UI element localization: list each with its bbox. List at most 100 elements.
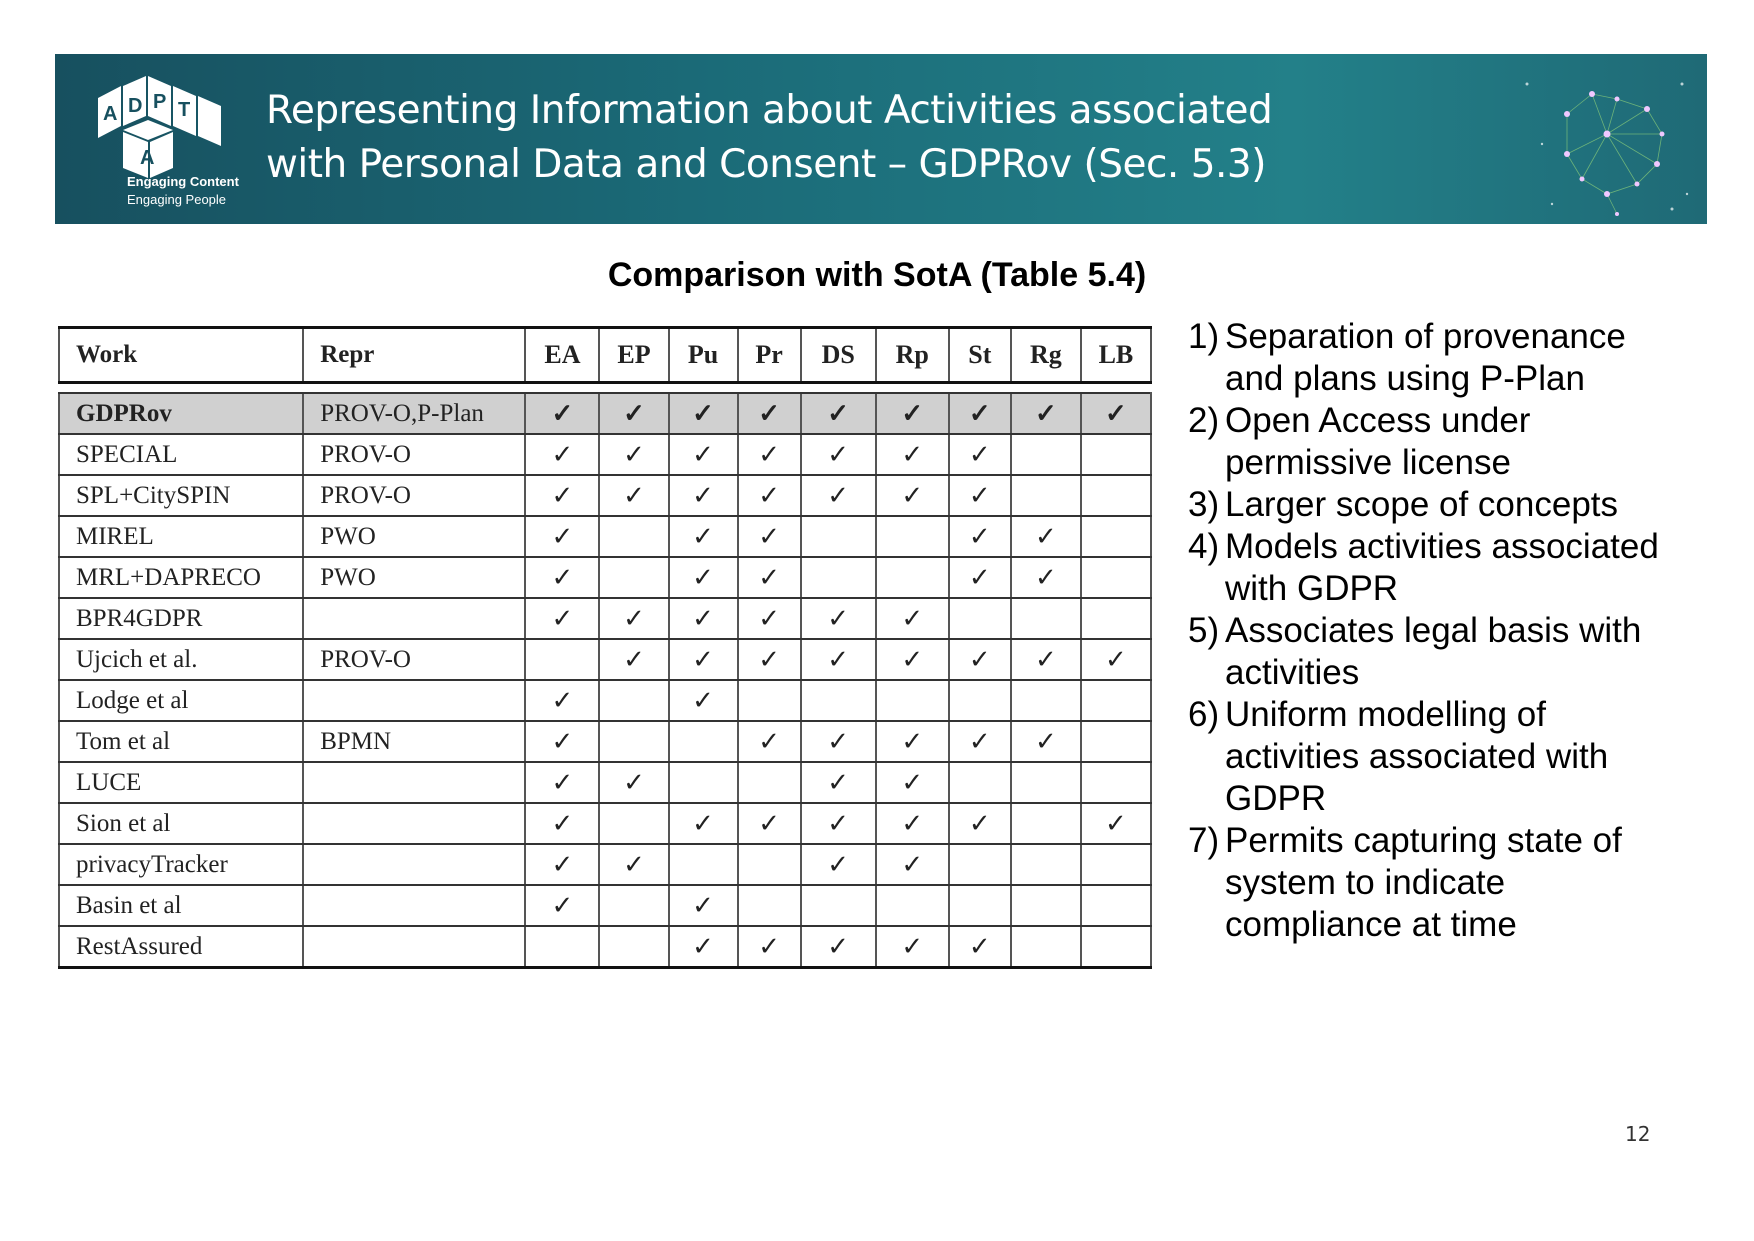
- feature-item: 5) Associates legal basis with activities: [1188, 610, 1708, 694]
- logo-letter: A: [140, 147, 154, 169]
- table-row: LUCE ✓ ✓ ✓ ✓: [57, 762, 1153, 804]
- table-row: Ujcich et al. PROV-O ✓ ✓ ✓ ✓ ✓ ✓ ✓ ✓: [57, 639, 1153, 681]
- empty-cell: [947, 598, 1011, 640]
- repr-cell: [302, 926, 526, 969]
- feature-item: 4) Models activities associated with GDPR: [1188, 526, 1708, 610]
- check-mark-cell: ✓: [736, 721, 801, 763]
- check-mark-cell: ✓: [736, 434, 801, 476]
- feature-text-line: Open Access under: [1225, 401, 1531, 440]
- empty-cell: [1079, 926, 1153, 969]
- empty-cell: [736, 885, 801, 927]
- feature-text-line: Larger scope of concepts: [1225, 485, 1619, 524]
- empty-cell: [874, 516, 949, 558]
- check-mark-cell: ✓: [667, 516, 738, 558]
- feature-item: 7) Permits capturing state of system to in…: [1188, 820, 1708, 946]
- empty-cell: [1079, 721, 1153, 763]
- work-cell: Sion et al: [57, 803, 304, 845]
- check-mark-cell: ✓: [947, 557, 1011, 599]
- empty-cell: [524, 926, 600, 969]
- empty-cell: [598, 885, 669, 927]
- page-number: 12: [1625, 1122, 1651, 1146]
- empty-cell: [947, 680, 1011, 722]
- check-mark-cell: ✓: [874, 803, 949, 845]
- empty-cell: [667, 721, 738, 763]
- logo-tagline-1: Engaging Content: [127, 174, 239, 189]
- logo-letter: A: [103, 103, 117, 125]
- repr-cell: PROV-O: [302, 434, 526, 476]
- check-mark-cell: ✓: [667, 680, 738, 722]
- check-mark-cell: ✓: [1009, 639, 1081, 681]
- repr-cell: PWO: [302, 557, 526, 599]
- check-mark-cell: ✓: [947, 434, 1011, 476]
- empty-cell: [1009, 926, 1081, 969]
- feature-text: Uniform modelling of activities associate…: [1225, 694, 1708, 820]
- empty-cell: [598, 721, 669, 763]
- check-mark-cell: ✓: [524, 516, 600, 558]
- check-mark-cell: ✓: [736, 639, 801, 681]
- feature-number: 2): [1188, 401, 1220, 440]
- empty-cell: [947, 762, 1011, 804]
- table-row: GDPRov PROV-O,P-Plan ✓ ✓ ✓ ✓ ✓ ✓ ✓ ✓ ✓: [57, 392, 1153, 435]
- table-row: RestAssured ✓ ✓ ✓ ✓ ✓: [57, 926, 1153, 969]
- check-mark-cell: ✓: [799, 434, 876, 476]
- check-mark-cell: ✓: [524, 475, 600, 517]
- feature-number: 4): [1188, 527, 1220, 566]
- feature-text-line: permissive license: [1225, 443, 1511, 482]
- empty-cell: [1079, 557, 1153, 599]
- header-banner: A D P T A Engaging Content Engaging Peop…: [55, 54, 1707, 224]
- empty-cell: [1079, 885, 1153, 927]
- empty-cell: [598, 803, 669, 845]
- repr-cell: [302, 803, 526, 845]
- empty-cell: [799, 885, 876, 927]
- check-mark-cell: ✓: [1009, 516, 1081, 558]
- table-row: Sion et al ✓ ✓ ✓ ✓ ✓ ✓ ✓: [57, 803, 1153, 845]
- empty-cell: [799, 680, 876, 722]
- work-cell: RestAssured: [57, 926, 304, 969]
- check-mark-cell: ✓: [1009, 721, 1081, 763]
- empty-cell: [1009, 434, 1081, 476]
- check-mark-cell: ✓: [667, 557, 738, 599]
- check-mark-cell: ✓: [667, 434, 738, 476]
- feature-number: 5): [1188, 611, 1220, 650]
- table-row: Basin et al ✓ ✓: [57, 885, 1153, 927]
- check-mark-cell: ✓: [598, 434, 669, 476]
- table-row: SPECIAL PROV-O ✓ ✓ ✓ ✓ ✓ ✓ ✓: [57, 434, 1153, 476]
- check-mark-cell: ✓: [947, 639, 1011, 681]
- empty-cell: [1079, 844, 1153, 886]
- feature-item: 2) Open Access under permissive license: [1188, 400, 1708, 484]
- check-mark-cell: ✓: [947, 516, 1011, 558]
- feature-text-line: GDPR: [1225, 779, 1327, 818]
- slide-title-line-2: with Personal Data and Consent – GDPRov …: [266, 142, 1266, 187]
- check-mark-cell: ✓: [667, 885, 738, 927]
- column-header-rg: Rg: [1009, 326, 1081, 384]
- column-header-ep: EP: [598, 326, 669, 384]
- work-cell: BPR4GDPR: [57, 598, 304, 640]
- check-mark-cell: ✓: [736, 598, 801, 640]
- empty-cell: [736, 762, 801, 804]
- column-header-pr: Pr: [736, 326, 801, 384]
- empty-cell: [1079, 680, 1153, 722]
- empty-cell: [1009, 803, 1081, 845]
- empty-cell: [598, 680, 669, 722]
- check-mark-cell: ✓: [874, 926, 949, 969]
- check-mark-cell: ✓: [667, 598, 738, 640]
- check-mark-cell: ✓: [667, 926, 738, 969]
- table-row: SPL+CitySPIN PROV-O ✓ ✓ ✓ ✓ ✓ ✓ ✓: [57, 475, 1153, 517]
- check-mark-cell: ✓: [598, 392, 669, 435]
- feature-text: Open Access under permissive license: [1225, 400, 1708, 484]
- empty-cell: [1079, 516, 1153, 558]
- check-mark-cell: ✓: [598, 598, 669, 640]
- empty-cell: [1009, 680, 1081, 722]
- feature-text-line: Separation of provenance: [1225, 317, 1626, 356]
- repr-cell: [302, 844, 526, 886]
- repr-cell: PWO: [302, 516, 526, 558]
- column-header-ds: DS: [799, 326, 876, 384]
- work-cell: GDPRov: [57, 392, 304, 435]
- empty-cell: [598, 926, 669, 969]
- check-mark-cell: ✓: [799, 598, 876, 640]
- work-cell: Ujcich et al.: [57, 639, 304, 681]
- table-row: privacyTracker ✓ ✓ ✓ ✓: [57, 844, 1153, 886]
- feature-item: 1) Separation of provenance and plans usin…: [1188, 316, 1708, 400]
- repr-cell: [302, 885, 526, 927]
- empty-cell: [1079, 762, 1153, 804]
